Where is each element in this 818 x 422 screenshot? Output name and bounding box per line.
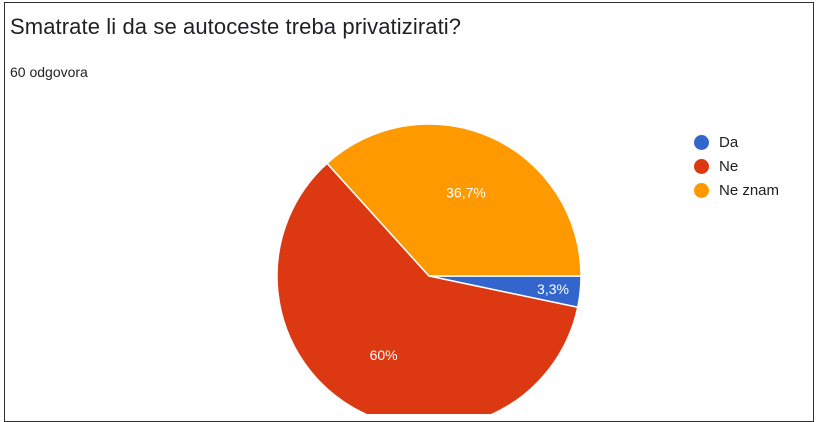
pie-slice-ne[interactable] [276, 162, 579, 414]
legend-label: Da [719, 133, 739, 151]
pie-slice-ne-znam[interactable] [326, 123, 582, 277]
chart-legend: Da Ne Ne znam [694, 130, 779, 202]
legend-item-da[interactable]: Da [694, 130, 779, 154]
legend-swatch [694, 182, 709, 198]
legend-swatch [694, 158, 709, 174]
response-count: 60 odgovora [10, 64, 88, 80]
slice-label-ne: 60% [370, 347, 398, 363]
slice-label-da: 3,3% [537, 281, 569, 297]
legend-item-ne[interactable]: Ne [694, 154, 779, 178]
slice-label-ne-znam: 36,7% [446, 185, 486, 201]
legend-swatch [694, 134, 709, 150]
legend-label: Ne znam [719, 181, 780, 199]
legend-item-ne-znam[interactable]: Ne znam [694, 178, 779, 202]
legend-label: Ne [719, 157, 739, 175]
chart-title: Smatrate li da se autoceste treba privat… [10, 14, 462, 39]
